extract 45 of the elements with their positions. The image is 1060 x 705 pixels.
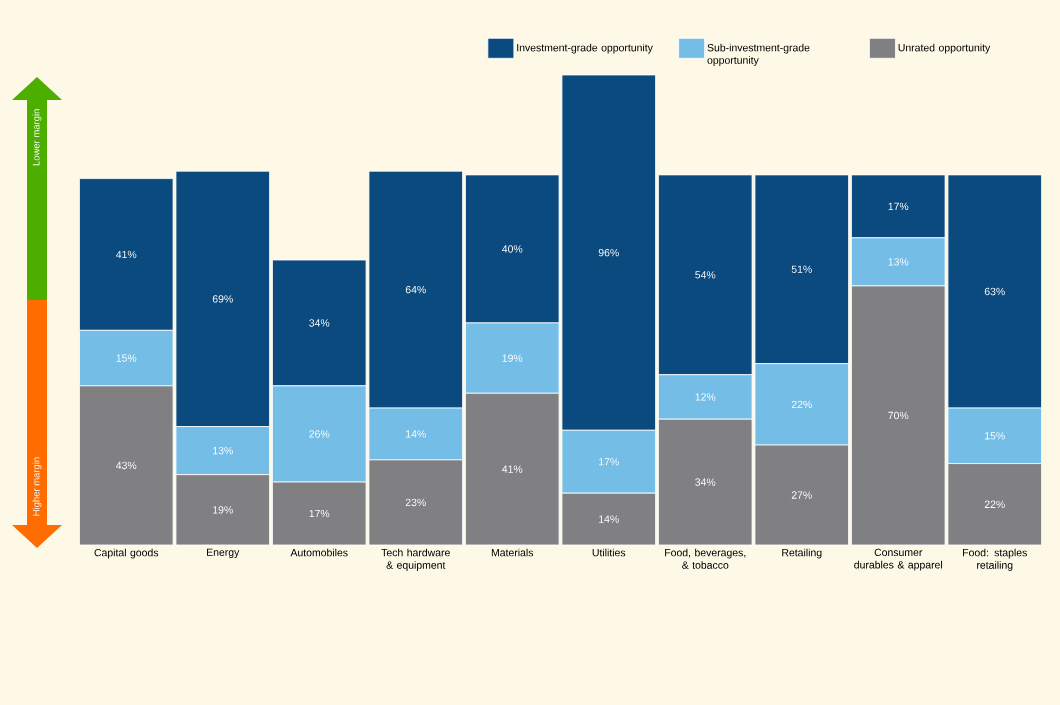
x-tick-label: Tech hardware & equipment [381, 548, 450, 571]
data-label: 26% [309, 430, 330, 438]
data-label: 19% [502, 354, 523, 362]
data-label: 17% [888, 202, 909, 211]
data-label: 17% [309, 509, 330, 518]
data-label: 43% [116, 461, 137, 470]
x-tick-label: Materials [491, 548, 534, 557]
data-label: 15% [985, 432, 1005, 440]
legend-label: Sub-investment-grade opportunity [707, 43, 810, 66]
data-label: 15% [116, 354, 137, 362]
data-label: 13% [213, 446, 233, 455]
data-label: 41% [116, 250, 137, 259]
x-tick-label: Food, beverages, & tobacco [665, 548, 746, 569]
x-tick-label: Utilities [592, 548, 626, 557]
data-label: 19% [213, 506, 233, 514]
legend-label: Unrated opportunity [898, 43, 991, 54]
text: Higher margin [32, 457, 42, 516]
x-tick-label: Retailing [782, 548, 822, 559]
data-label: 51% [791, 265, 812, 273]
x-tick-label: Energy [207, 548, 240, 559]
legend-label: Investment-grade opportunity [517, 43, 653, 54]
data-label: 22% [984, 500, 1005, 508]
data-label: 96% [598, 248, 619, 257]
text: Lower margin [32, 109, 42, 166]
data-label: 34% [695, 478, 716, 486]
x-tick-label: Automobiles [290, 548, 348, 557]
data-label: 17% [599, 458, 619, 466]
x-tick-label: Food: staples retailing [963, 548, 1027, 571]
data-label: 13% [888, 258, 909, 266]
data-label: 14% [406, 430, 426, 438]
x-tick-label: Capital goods [94, 548, 159, 559]
data-label: 40% [502, 245, 523, 253]
data-label: 54% [695, 271, 716, 279]
x-tick-label: Consumer durables & apparel [854, 548, 943, 571]
data-label: 27% [791, 491, 812, 499]
data-label: 12% [695, 393, 716, 401]
data-label: 14% [599, 515, 619, 523]
data-label: 70% [888, 411, 909, 420]
data-label: 63% [984, 287, 1005, 296]
data-label: 69% [212, 295, 233, 303]
data-label: 64% [405, 285, 426, 294]
data-label: 41% [502, 465, 523, 473]
data-label: 23% [405, 498, 426, 507]
data-label: 22% [791, 400, 812, 409]
data-label: 34% [309, 319, 330, 327]
